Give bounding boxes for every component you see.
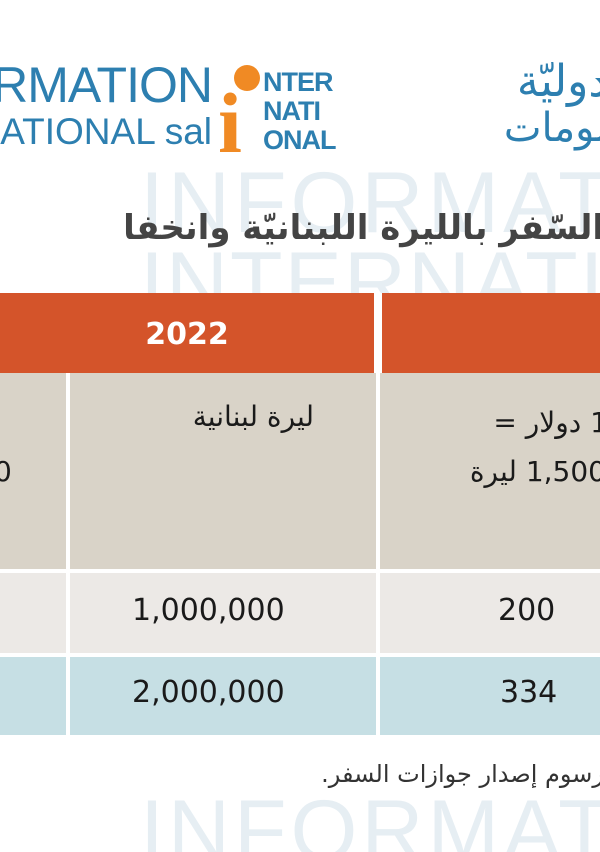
header-usd-line1: 1 دولار = (493, 406, 600, 439)
logo-english-line1: RMATION (0, 57, 213, 113)
header-partial-value: 0 (0, 455, 12, 488)
page-title: السّفر بالليرة اللبنانيّة وانخفا (123, 208, 600, 248)
logo-english: RMATION ATIONAL sal (0, 57, 213, 152)
table-divider (66, 373, 70, 735)
logo-arabic-line1: دوليّة (516, 60, 600, 107)
header-lbp: ليرة لبنانية (192, 400, 314, 433)
watermark-text-bottom: INFORMATION (140, 783, 600, 852)
row2-lbp: 2,000,000 (132, 675, 285, 710)
table-header-bar (0, 293, 600, 373)
logo-dot-icon (234, 65, 260, 91)
logo-arabic: دوليّة لومات (354, 60, 600, 160)
table-header-divider (374, 293, 382, 373)
row1-lbp: 1,000,000 (132, 593, 285, 628)
logo-mark-icon: i NTER NATI ONAL (220, 65, 337, 154)
table-divider (376, 373, 380, 735)
row1-usd: 200 (498, 593, 556, 628)
logo-mark-row3: ONAL (263, 125, 336, 154)
footnote: رسوم إصدار جوازات السفر. (321, 760, 600, 788)
table-divider (0, 569, 600, 573)
row2-usd: 334 (500, 675, 558, 710)
logo-mark-i: i (220, 75, 242, 154)
logo-english-line2: ATIONAL sal (0, 111, 212, 152)
table-row (0, 657, 600, 735)
table-divider (0, 653, 600, 657)
logo-arabic-line2: لومات (503, 105, 600, 151)
logo-mark-row2: NATI (263, 96, 320, 126)
logo-mark-row1: NTER (263, 67, 333, 97)
header-usd-line2: 1,500 ليرة (469, 455, 600, 488)
table-year-label: 2022 (145, 317, 229, 352)
